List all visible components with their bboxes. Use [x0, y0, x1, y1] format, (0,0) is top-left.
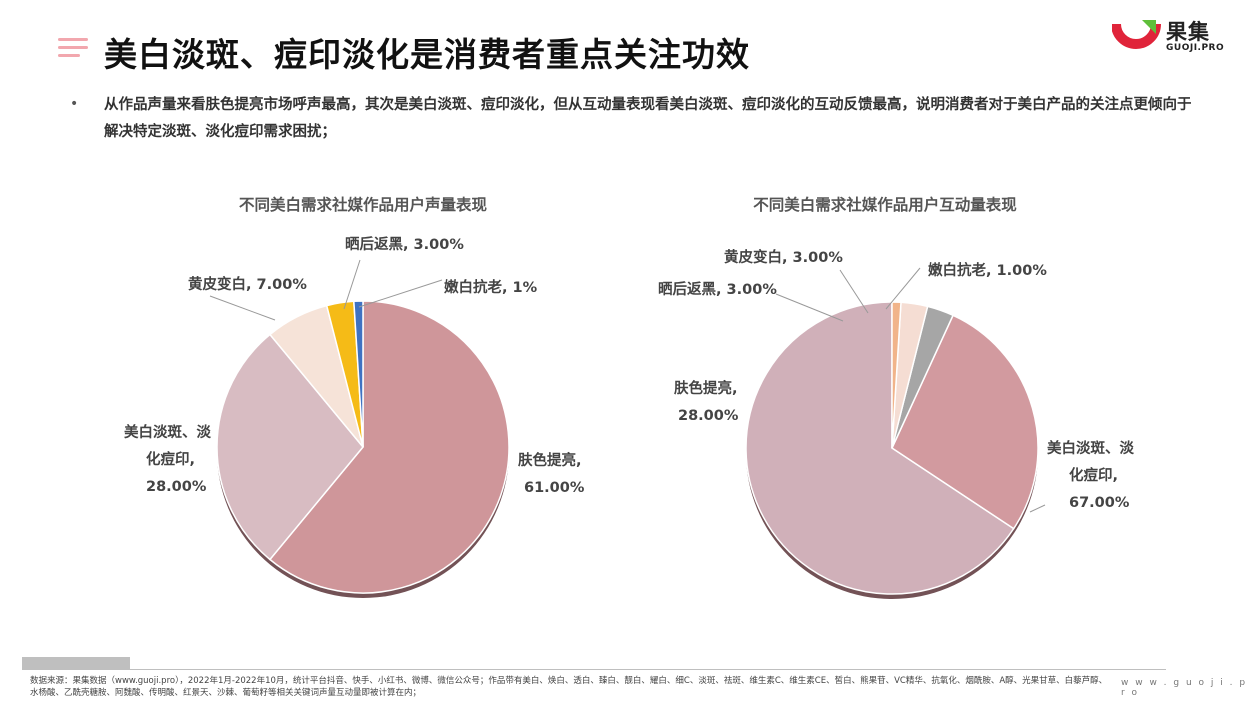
slice-label: 黄皮变白, 3.00% [724, 248, 843, 266]
slice-label: 美白淡斑、淡化痘印, 67.00% [1047, 439, 1134, 511]
chart-1-title: 不同美白需求社媒作品用户声量表现 [238, 196, 487, 214]
logo-url: GUOJI.PRO [1166, 43, 1225, 53]
leader-line [1029, 504, 1046, 513]
title-decoration [58, 38, 88, 62]
pie-slice [268, 300, 510, 594]
chart-2-title: 不同美白需求社媒作品用户互动量表现 [753, 196, 1017, 214]
slice-label: 嫩白抗老, 1% [444, 278, 538, 296]
summary-text: 从作品声量来看肤色提亮市场呼声最高，其次是美白淡斑、痘印淡化，但从互动量表现看美… [104, 97, 1192, 140]
slice-label: 肤色提亮, 28.00% [674, 379, 739, 424]
bullet-icon: • [70, 96, 79, 112]
slice-label: 晒后返黑, 3.00% [658, 280, 777, 298]
pie-slice [745, 301, 1015, 595]
pie-chart-2: 美白淡斑、淡化痘印, 67.00% 肤色提亮, 28.00% 晒后返黑, 3.00% 黄皮… [658, 248, 1134, 599]
leader-line [885, 267, 921, 310]
pie-slice [216, 333, 364, 561]
slice-label: 肤色提亮, 61.00% [518, 451, 585, 496]
leader-line [358, 279, 443, 308]
slice-label: 黄皮变白, 7.00% [188, 275, 307, 293]
leader-line [343, 259, 361, 310]
leader-line [775, 293, 844, 322]
pie-slice [353, 300, 364, 448]
leader-line [839, 269, 869, 314]
logo-name: 果集 [1166, 20, 1210, 44]
page-title: 美白淡斑、痘印淡化是消费者重点关注功效 [104, 35, 750, 74]
slice-label: 嫩白抗老, 1.00% [928, 261, 1047, 279]
pie-chart-1: 肤色提亮, 61.00% 美白淡斑、淡化痘印, 28.00% 黄皮变白, 7.00% 晒后… [124, 235, 585, 598]
footer-bar [22, 657, 1166, 670]
leader-line [209, 295, 276, 321]
logo: 果集 GUOJI.PRO [1112, 16, 1232, 60]
source-note: 数据来源：果集数据（www.guoji.pro），2022年1月-2022年10… [30, 676, 1108, 698]
logo-icon [1112, 20, 1161, 49]
site-url: w w w . g u o j i . p r o [1121, 678, 1248, 698]
slice-label: 美白淡斑、淡化痘印, 28.00% [124, 423, 211, 495]
pie-charts: 肤色提亮, 61.00% 美白淡斑、淡化痘印, 28.00% 黄皮变白, 7.00% 晒后… [124, 235, 1134, 599]
slice-label: 晒后返黑, 3.00% [345, 235, 464, 253]
